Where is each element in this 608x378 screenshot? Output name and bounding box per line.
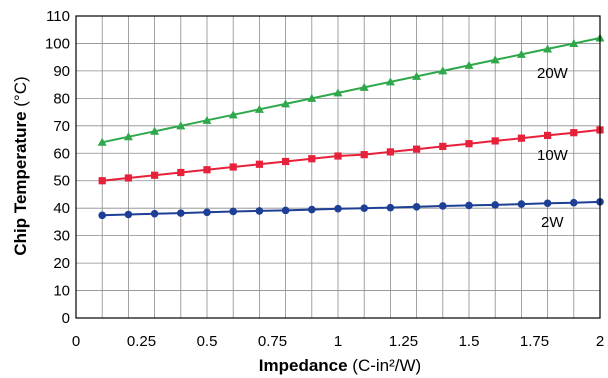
- data-point: [281, 206, 290, 215]
- x-tick-label: 0: [72, 333, 80, 350]
- y-tick-label: 110: [46, 8, 70, 25]
- series-line: [102, 128, 601, 182]
- data-point: [203, 166, 211, 174]
- data-point: [465, 201, 473, 210]
- y-tick-label: 100: [45, 35, 70, 52]
- x-tick-label: 0.75: [258, 333, 287, 350]
- data-point: [516, 49, 526, 58]
- data-point: [229, 207, 237, 216]
- y-tick-label: 90: [53, 63, 70, 80]
- data-point: [360, 204, 369, 212]
- data-point: [255, 160, 263, 168]
- y-tick-label: 50: [53, 173, 70, 190]
- data-point: [543, 44, 553, 53]
- series-label: 2W: [541, 214, 564, 231]
- data-point: [491, 137, 499, 145]
- data-point: [123, 132, 133, 141]
- plot-frame: [75, 15, 601, 319]
- series-line: [102, 200, 601, 217]
- series-label: 20W: [537, 65, 569, 82]
- x-tick-label: 2: [596, 333, 604, 350]
- data-point: [386, 203, 395, 212]
- data-point: [439, 202, 447, 210]
- data-point: [150, 126, 160, 135]
- series-layer: [97, 33, 605, 220]
- data-point: [333, 88, 343, 97]
- data-point: [438, 66, 448, 75]
- data-point: [282, 157, 290, 166]
- data-point: [254, 104, 264, 113]
- x-tick-label: 1.5: [459, 333, 480, 350]
- data-point: [228, 110, 238, 119]
- data-point: [334, 152, 342, 160]
- series-label: 10W: [537, 147, 569, 164]
- data-point: [413, 145, 421, 153]
- y-tick-label: 30: [53, 228, 70, 245]
- data-point: [308, 155, 316, 163]
- series-20W: [97, 33, 605, 146]
- y-tick-label: 70: [53, 118, 70, 135]
- data-point: [439, 142, 447, 151]
- data-point: [150, 209, 159, 218]
- data-point: [412, 203, 421, 211]
- data-point: [177, 168, 185, 177]
- data-point: [203, 208, 211, 217]
- data-point: [386, 148, 394, 156]
- data-point: [491, 201, 500, 209]
- y-tick-label: 20: [53, 255, 70, 272]
- data-point: [124, 174, 132, 182]
- data-point: [570, 129, 578, 137]
- data-point: [229, 163, 237, 171]
- series-line: [101, 37, 601, 144]
- x-tick-labels: 0 0.25 0.5 0.75 1 1.25 1.5 1.75 2: [72, 333, 604, 350]
- y-tick-label: 40: [53, 200, 70, 217]
- data-point: [255, 207, 264, 215]
- data-point: [412, 71, 422, 80]
- data-point: [176, 121, 186, 130]
- data-point: [517, 134, 525, 142]
- x-tick-label: 1: [334, 333, 342, 350]
- y-tick-label: 60: [53, 145, 70, 162]
- x-tick-label: 0.25: [127, 333, 156, 350]
- data-point: [360, 151, 368, 159]
- series-labels: 20W 10W 2W: [537, 65, 569, 231]
- data-point: [151, 171, 159, 179]
- x-axis-title: Impedance (C-in²/W): [259, 356, 421, 375]
- x-tick-label: 1.25: [389, 333, 418, 350]
- data-point: [98, 211, 106, 220]
- data-point: [97, 137, 107, 146]
- x-tick-label: 0.5: [197, 333, 218, 350]
- data-point: [490, 55, 500, 64]
- data-point: [569, 38, 579, 47]
- data-point: [464, 60, 474, 69]
- y-tick-label: 10: [53, 283, 70, 300]
- data-point: [177, 209, 185, 217]
- data-point: [307, 93, 317, 102]
- data-point: [202, 115, 212, 124]
- data-point: [334, 204, 342, 213]
- series-10W: [98, 126, 604, 185]
- y-axis-title: Chip Temperature (°C): [11, 76, 30, 255]
- y-tick-label: 80: [53, 90, 70, 107]
- data-point: [124, 210, 133, 219]
- x-tick-label: 1.75: [520, 333, 549, 350]
- data-point: [98, 177, 106, 185]
- data-point: [281, 99, 291, 108]
- data-point: [465, 140, 473, 148]
- data-point: [385, 77, 395, 86]
- series-2W: [98, 198, 604, 220]
- y-tick-label: 0: [62, 310, 70, 327]
- data-point: [359, 82, 369, 91]
- grid: [76, 16, 600, 318]
- data-point: [517, 200, 526, 208]
- data-point: [543, 199, 552, 208]
- data-point: [544, 131, 552, 140]
- y-tick-labels: 0 10 20 30 40 50 60 70 80 90 100 110: [45, 8, 70, 327]
- data-point: [570, 198, 578, 207]
- data-point: [308, 205, 316, 214]
